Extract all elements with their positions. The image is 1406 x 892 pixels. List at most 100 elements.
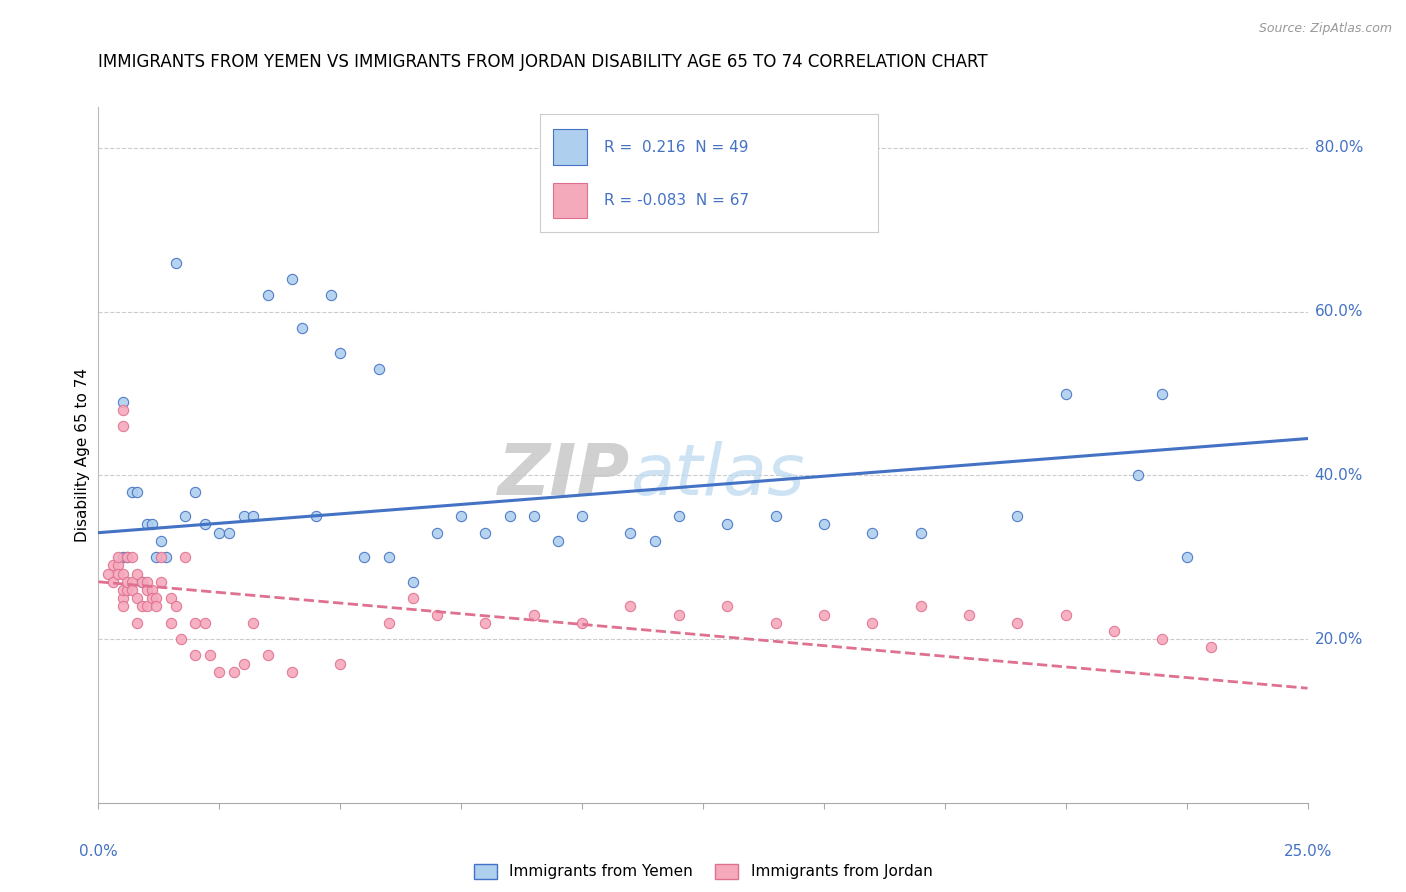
Point <box>426 607 449 622</box>
Point <box>619 525 641 540</box>
Point <box>668 607 690 622</box>
Point <box>232 509 254 524</box>
Point <box>135 599 157 614</box>
Text: 25.0%: 25.0% <box>1284 845 1331 859</box>
Point <box>111 419 134 434</box>
Point <box>131 574 153 589</box>
Point <box>141 582 163 597</box>
Point <box>135 574 157 589</box>
Text: 40.0%: 40.0% <box>1315 468 1362 483</box>
Point <box>127 615 149 630</box>
Point <box>1128 468 1150 483</box>
Point <box>184 484 207 499</box>
Text: IMMIGRANTS FROM YEMEN VS IMMIGRANTS FROM JORDAN DISABILITY AGE 65 TO 74 CORRELAT: IMMIGRANTS FROM YEMEN VS IMMIGRANTS FROM… <box>98 54 988 71</box>
Point <box>619 599 641 614</box>
Point <box>111 550 134 565</box>
Point <box>860 525 883 540</box>
Point <box>281 665 304 679</box>
Point <box>198 648 221 663</box>
Point <box>1007 509 1029 524</box>
Point <box>127 591 149 606</box>
Point <box>910 599 932 614</box>
Point <box>218 525 240 540</box>
Point <box>121 484 143 499</box>
Point <box>111 403 134 417</box>
Point <box>305 509 328 524</box>
Point <box>1152 386 1174 401</box>
Point <box>474 525 496 540</box>
Point <box>716 599 738 614</box>
Point <box>474 615 496 630</box>
Point <box>329 657 352 671</box>
Point <box>765 509 787 524</box>
Text: atlas: atlas <box>630 442 806 510</box>
Point <box>644 533 666 548</box>
Point <box>135 582 157 597</box>
Point <box>117 582 139 597</box>
Point <box>1007 615 1029 630</box>
Point <box>571 615 593 630</box>
Point <box>101 574 124 589</box>
Point <box>150 550 173 565</box>
Point <box>101 558 124 573</box>
Point <box>165 255 187 269</box>
Point <box>242 615 264 630</box>
Point <box>111 394 134 409</box>
Point <box>169 632 191 646</box>
Point <box>150 533 173 548</box>
Point <box>377 615 399 630</box>
Point <box>1152 632 1174 646</box>
Point <box>165 599 187 614</box>
Point <box>174 509 197 524</box>
Text: Source: ZipAtlas.com: Source: ZipAtlas.com <box>1258 22 1392 36</box>
Point <box>1054 386 1077 401</box>
Point <box>256 288 278 302</box>
Point <box>353 550 375 565</box>
Point <box>232 657 254 671</box>
Point <box>160 615 183 630</box>
Point <box>127 484 149 499</box>
Point <box>668 509 690 524</box>
Point <box>208 525 231 540</box>
Point <box>1054 607 1077 622</box>
Point <box>222 665 245 679</box>
Point <box>765 615 787 630</box>
Point <box>111 591 134 606</box>
Point <box>141 591 163 606</box>
Point <box>208 665 231 679</box>
Point <box>107 550 129 565</box>
Point <box>141 517 163 532</box>
Point <box>957 607 980 622</box>
Point <box>194 517 217 532</box>
Point <box>402 591 425 606</box>
Point <box>281 272 304 286</box>
Point <box>1102 624 1125 638</box>
Y-axis label: Disability Age 65 to 74: Disability Age 65 to 74 <box>75 368 90 542</box>
Point <box>194 615 217 630</box>
Point <box>319 288 342 302</box>
Point <box>117 550 139 565</box>
Point <box>1199 640 1222 655</box>
Point <box>402 574 425 589</box>
Point <box>184 615 207 630</box>
Point <box>290 321 312 335</box>
Point <box>184 648 207 663</box>
Point <box>813 607 835 622</box>
Point <box>716 517 738 532</box>
Point <box>111 582 134 597</box>
Point <box>135 517 157 532</box>
Point <box>523 607 546 622</box>
Point <box>523 509 546 524</box>
Point <box>547 533 569 548</box>
Point <box>107 566 129 581</box>
Point <box>121 550 143 565</box>
Point <box>117 574 139 589</box>
Point <box>571 509 593 524</box>
Point <box>131 599 153 614</box>
Point <box>368 362 391 376</box>
Point <box>160 591 183 606</box>
Point <box>426 525 449 540</box>
Point <box>111 599 134 614</box>
Point <box>329 345 352 359</box>
Point <box>813 517 835 532</box>
